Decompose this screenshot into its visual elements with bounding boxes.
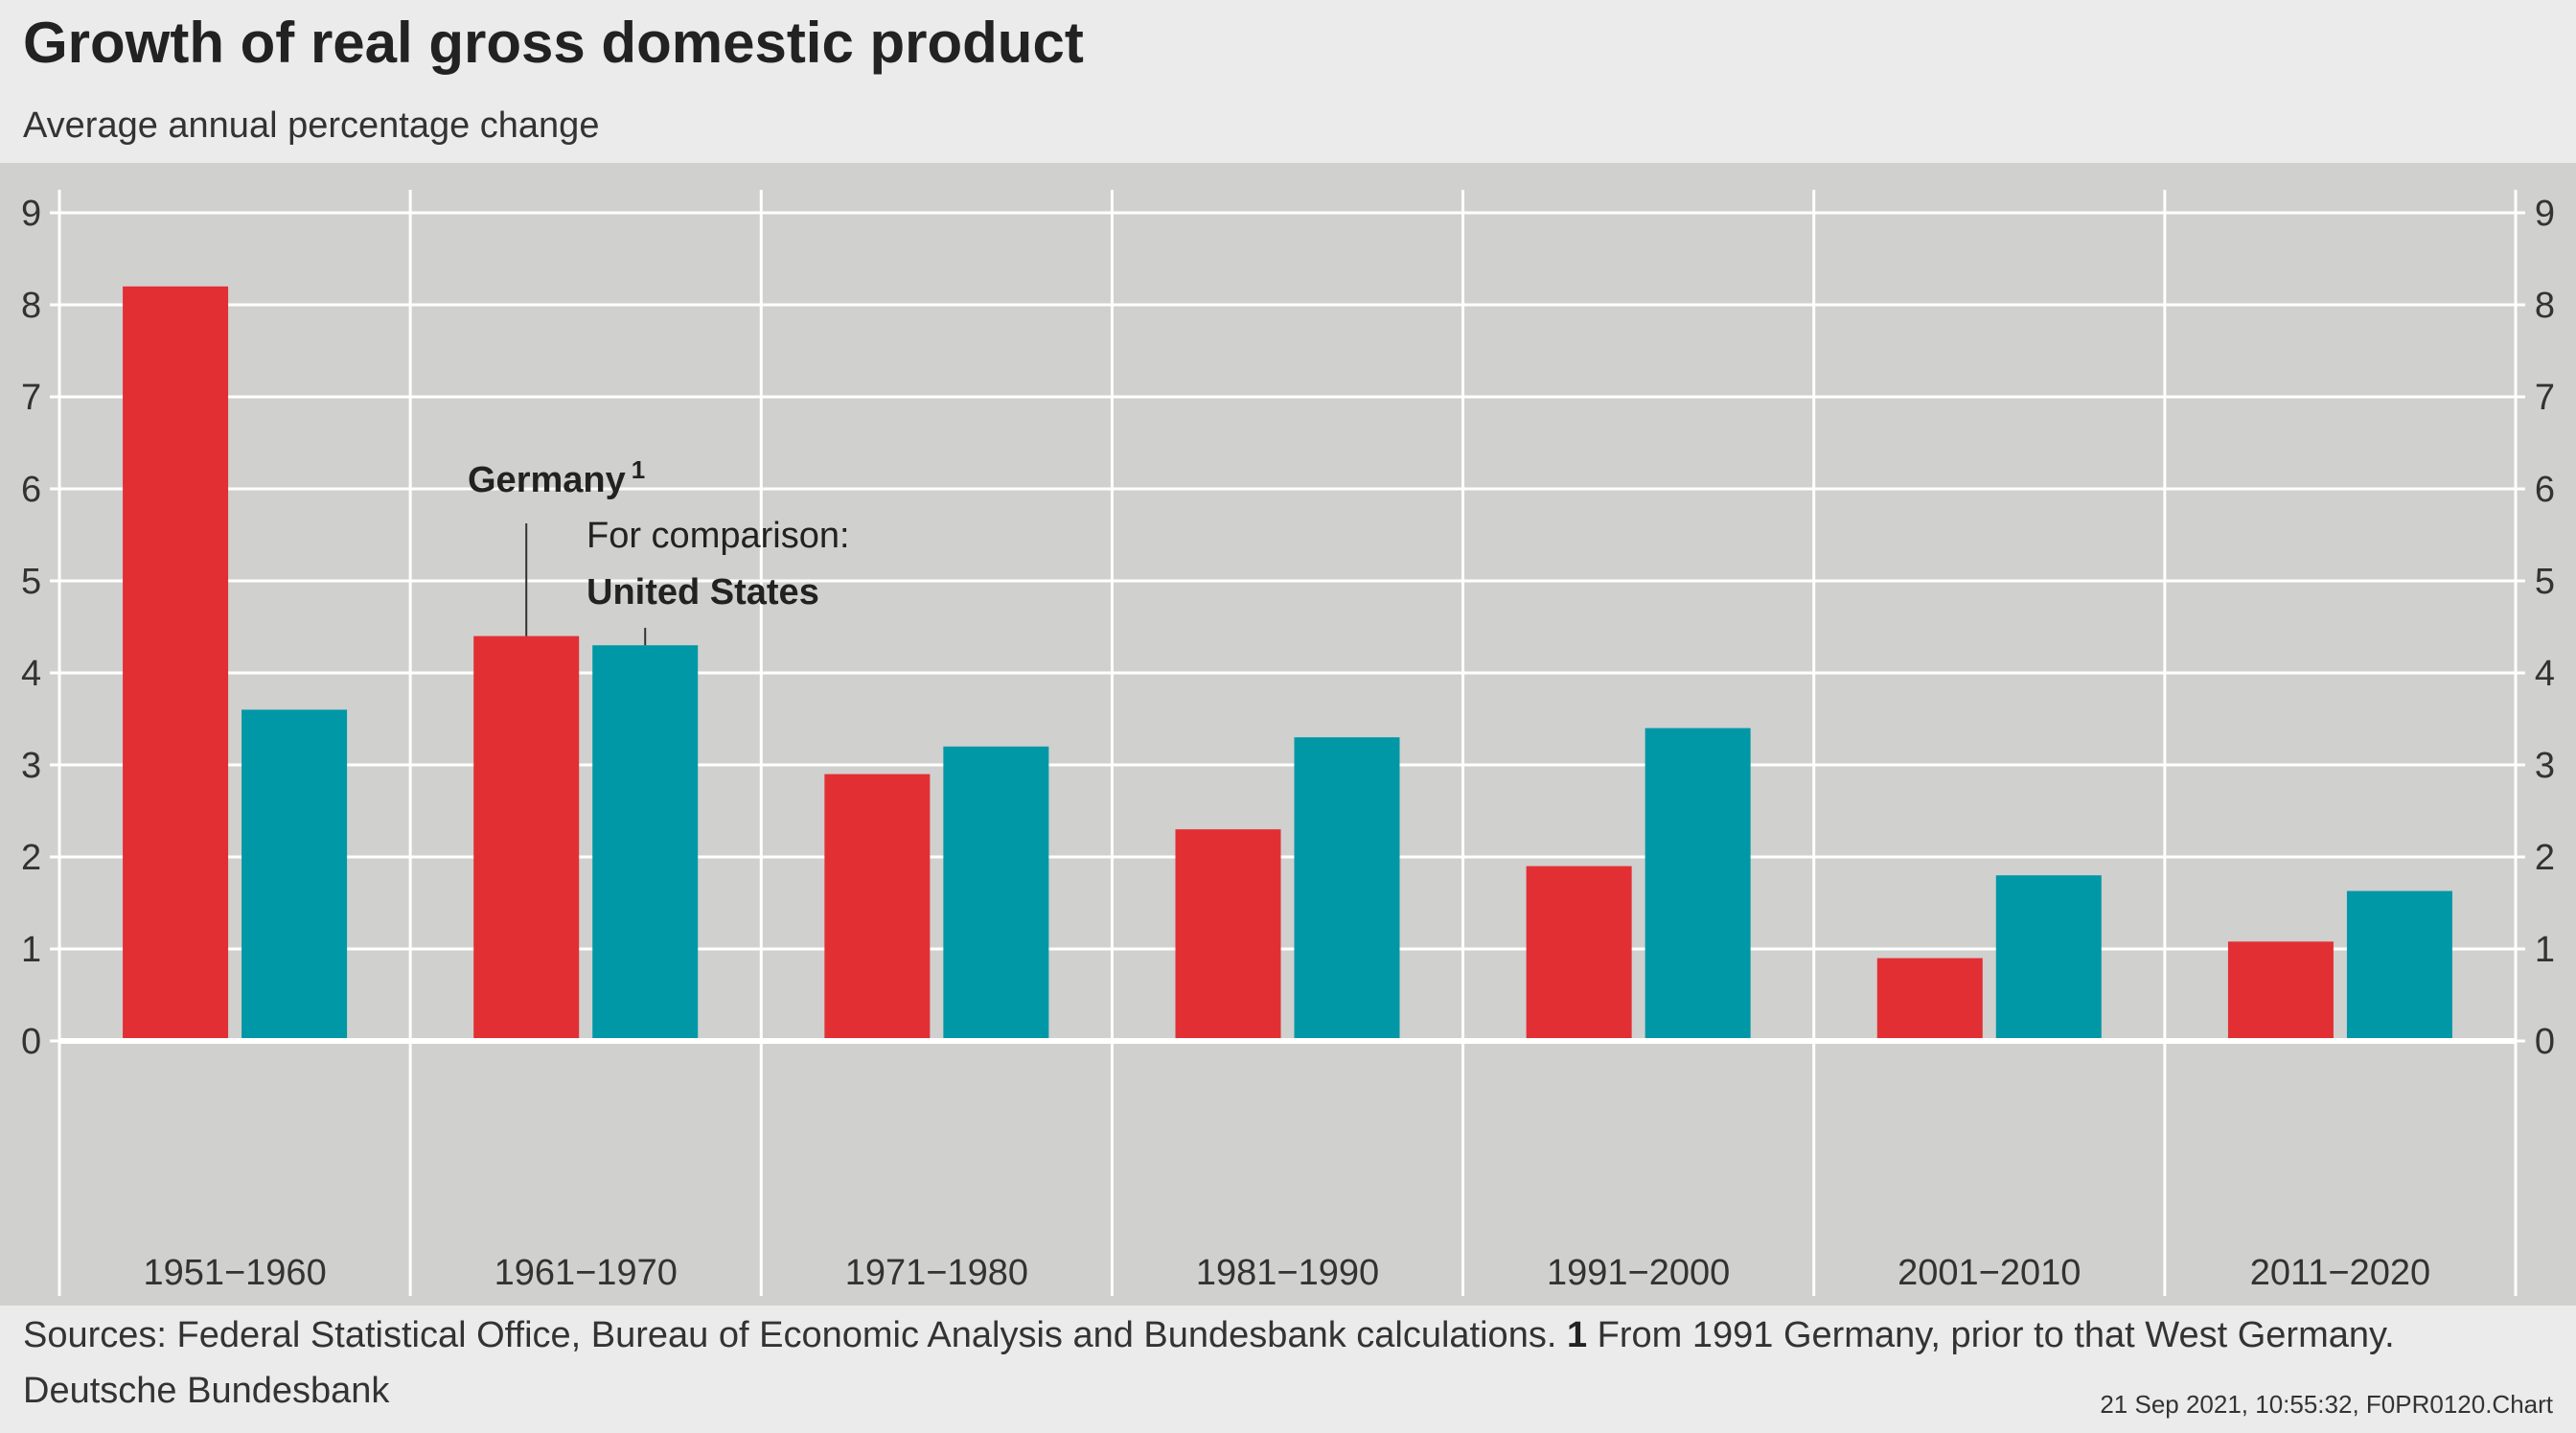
y-tick-label-right: 2	[2535, 838, 2555, 878]
bar-germany	[1526, 866, 1632, 1041]
bar-us	[1294, 737, 1400, 1041]
bar-chart: 0 0 1 1 2 2 3 3 4 4 5 5 6 6 7 7 8 8 9 9 1951−1960 1961−1970 19…	[0, 163, 2576, 1306]
y-tick-label-left: 7	[21, 378, 41, 418]
gridlines	[58, 190, 2518, 1041]
footnote-text: From 1991 Germany, prior to that West Ge…	[1597, 1315, 2395, 1355]
germany-label: Germany	[468, 460, 626, 500]
bar-us	[943, 746, 1049, 1041]
x-category-label: 2001−2010	[1898, 1253, 2081, 1293]
y-tick-label-left: 4	[21, 654, 41, 694]
chart-subtitle: Average annual percentage change	[23, 105, 600, 146]
y-tick-label-right: 0	[2535, 1022, 2555, 1062]
bar-germany	[2227, 941, 2334, 1041]
y-tick-label-left: 2	[21, 838, 41, 878]
publisher: Deutsche Bundesbank	[23, 1371, 390, 1411]
bar-germany	[473, 636, 580, 1041]
chart-footer: Sources: Federal Statistical Office, Bur…	[0, 1306, 2576, 1433]
y-tick-label-right: 9	[2535, 194, 2555, 234]
timestamp: 21 Sep 2021, 10:55:32, F0PR0120.Chart	[2100, 1390, 2553, 1419]
bar-germany	[824, 774, 931, 1041]
y-tick-label-right: 5	[2535, 562, 2555, 602]
chart-title: Growth of real gross domestic product	[23, 11, 1084, 75]
y-tick-label-right: 8	[2535, 286, 2555, 326]
y-tick-label-left: 6	[21, 470, 41, 510]
bar-germany	[123, 286, 229, 1041]
x-category-label: 1961−1970	[494, 1253, 678, 1293]
x-category-label: 1951−1960	[143, 1253, 326, 1293]
bar-germany	[1876, 958, 1983, 1041]
bars	[123, 286, 2452, 1041]
axes: 0 0 1 1 2 2 3 3 4 4 5 5 6 6 7 7 8 8 9 9 1951−1960 1961−1970 19…	[21, 194, 2555, 1296]
y-tick-label-right: 6	[2535, 470, 2555, 510]
y-tick-label-right: 4	[2535, 654, 2555, 694]
chart-header: Growth of real gross domestic product Av…	[0, 0, 2576, 163]
bar-germany	[1175, 829, 1281, 1041]
us-annotation: United States	[586, 572, 819, 612]
y-tick-label-left: 3	[21, 746, 41, 786]
y-tick-label-right: 1	[2535, 930, 2555, 970]
sources-text: Sources: Federal Statistical Office, Bur…	[23, 1315, 1557, 1355]
sources-note: Sources: Federal Statistical Office, Bur…	[23, 1315, 2395, 1356]
y-tick-label-left: 0	[21, 1022, 41, 1062]
y-tick-label-right: 7	[2535, 378, 2555, 418]
bar-us	[1644, 728, 1751, 1041]
y-tick-label-left: 9	[21, 194, 41, 234]
bar-us	[242, 709, 348, 1041]
comparison-label: For comparison:	[586, 516, 850, 556]
y-tick-label-left: 5	[21, 562, 41, 602]
bar-us	[1995, 875, 2102, 1041]
annotations: Germany 1 For comparison: United States	[468, 455, 850, 646]
y-tick-label-left: 8	[21, 286, 41, 326]
germany-footnote-sup: 1	[632, 455, 645, 484]
bar-us	[592, 645, 699, 1041]
germany-annotation: Germany 1	[468, 455, 645, 500]
bar-us	[2346, 890, 2452, 1041]
footnote-marker: 1	[1566, 1315, 1588, 1355]
x-category-label: 1971−1980	[845, 1253, 1028, 1293]
plot-background	[0, 163, 2576, 1306]
y-tick-label-left: 1	[21, 930, 41, 970]
x-category-label: 2011−2020	[2250, 1253, 2430, 1293]
y-tick-label-right: 3	[2535, 746, 2555, 786]
x-category-label: 1991−2000	[1547, 1253, 1730, 1293]
x-category-label: 1981−1990	[1196, 1253, 1379, 1293]
